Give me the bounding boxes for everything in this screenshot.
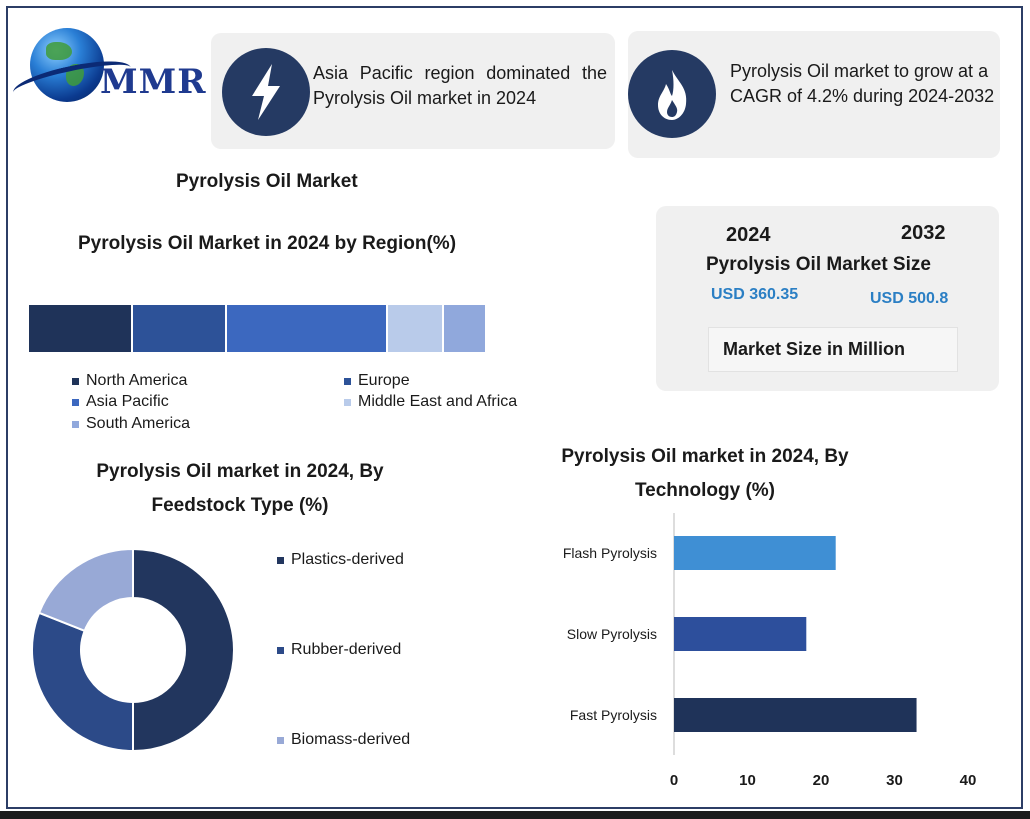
legend-item-biomass-derived: Biomass-derived [277, 731, 410, 749]
market-size-2032-value: USD 500.8 [870, 290, 949, 307]
market-size-title: Pyrolysis Oil Market Size [706, 254, 931, 275]
technology-bar-chart: Flash Pyrolysis Slow Pyrolysis Fast Pyroly… [563, 513, 977, 789]
legend-swatch [72, 398, 79, 406]
legend-swatch [277, 556, 284, 564]
region-highlight-text: Asia Pacific region dominated the Pyroly… [313, 63, 607, 108]
x-tick-label: 30 [886, 772, 903, 789]
legend-label: North America [86, 372, 188, 389]
year-end: 2032 [901, 222, 946, 244]
bar-flash-pyrolysis [674, 536, 836, 570]
year-start: 2024 [726, 224, 771, 246]
donut-slice-plastics-derived [132, 547, 235, 753]
category-label-slow-pyrolysis: Slow Pyrolysis [567, 626, 657, 642]
region-segment-north-america [29, 305, 133, 352]
region-stacked-bar [29, 305, 487, 352]
legend-item-asia-pacific: Asia Pacific [72, 393, 169, 411]
legend-label: Europe [358, 372, 410, 389]
category-label-flash-pyrolysis: Flash Pyrolysis [563, 545, 657, 561]
bottom-strip [0, 811, 1030, 819]
legend-item-europe: Europe [344, 372, 410, 390]
unit-label: Market Size in Million [723, 339, 906, 359]
donut-slice-biomass-derived [37, 547, 134, 633]
cagr-highlight-card: Pyrolysis Oil market to grow at a CAGR o… [628, 31, 1000, 158]
legend-swatch [72, 377, 79, 385]
legend-label: Plastics-derived [291, 551, 404, 568]
flame-icon [628, 50, 716, 138]
region-segment-asia-pacific [227, 305, 388, 352]
legend-label: Biomass-derived [291, 731, 411, 748]
region-legend: North America Europe Asia Pacific Middle Ea… [72, 372, 572, 438]
legend-item-south-america: South America [72, 415, 190, 433]
region-highlight-card: Asia Pacific region dominated the Pyroly… [211, 33, 615, 149]
legend-label: Middle East and Africa [358, 393, 518, 410]
bar-fast-pyrolysis [674, 698, 917, 732]
legend-label: Asia Pacific [86, 393, 169, 410]
globe-icon [30, 28, 104, 102]
legend-swatch [277, 736, 284, 744]
legend-swatch [72, 420, 79, 428]
lightning-icon [222, 48, 310, 136]
feedstock-donut-chart [31, 547, 235, 753]
legend-swatch [344, 377, 351, 385]
region-segment-middle-east-and-africa [387, 305, 445, 352]
mmr-logo: MMR [10, 24, 207, 107]
legend-label: South America [86, 415, 191, 432]
legend-swatch [277, 646, 284, 654]
market-size-box: 2024 2032 Pyrolysis Oil Market Size USD … [656, 206, 999, 391]
x-tick-label: 20 [813, 772, 830, 789]
category-label-fast-pyrolysis: Fast Pyrolysis [570, 707, 657, 723]
cagr-highlight-text: Pyrolysis Oil market to grow at a CAGR o… [730, 61, 995, 106]
logo-text: MMR [100, 62, 207, 102]
technology-chart-title: Pyrolysis Oil market in 2024, By Technol… [561, 446, 849, 501]
region-segment-europe [132, 305, 228, 352]
feedstock-chart-title: Pyrolysis Oil market in 2024, By Feedsto… [96, 461, 384, 516]
donut-slice-rubber-derived [31, 611, 134, 753]
page-title: Pyrolysis Oil Market [176, 171, 358, 192]
region-segment-south-america [444, 305, 487, 352]
legend-swatch [344, 398, 351, 406]
market-size-2024-value: USD 360.35 [711, 286, 799, 303]
legend-label: Rubber-derived [291, 641, 402, 658]
x-tick-label: 0 [670, 772, 678, 789]
legend-item-plastics-derived: Plastics-derived [277, 551, 404, 569]
x-tick-label: 40 [960, 772, 977, 789]
legend-item-middle-east-and-africa: Middle East and Africa [344, 393, 517, 411]
x-tick-label: 10 [739, 772, 756, 789]
legend-item-rubber-derived: Rubber-derived [277, 641, 401, 659]
bar-slow-pyrolysis [674, 617, 807, 651]
region-chart-title: Pyrolysis Oil Market in 2024 by Region(%… [78, 233, 457, 254]
legend-item-north-america: North America [72, 372, 187, 390]
unit-label-box: Market Size in Million [708, 327, 958, 372]
